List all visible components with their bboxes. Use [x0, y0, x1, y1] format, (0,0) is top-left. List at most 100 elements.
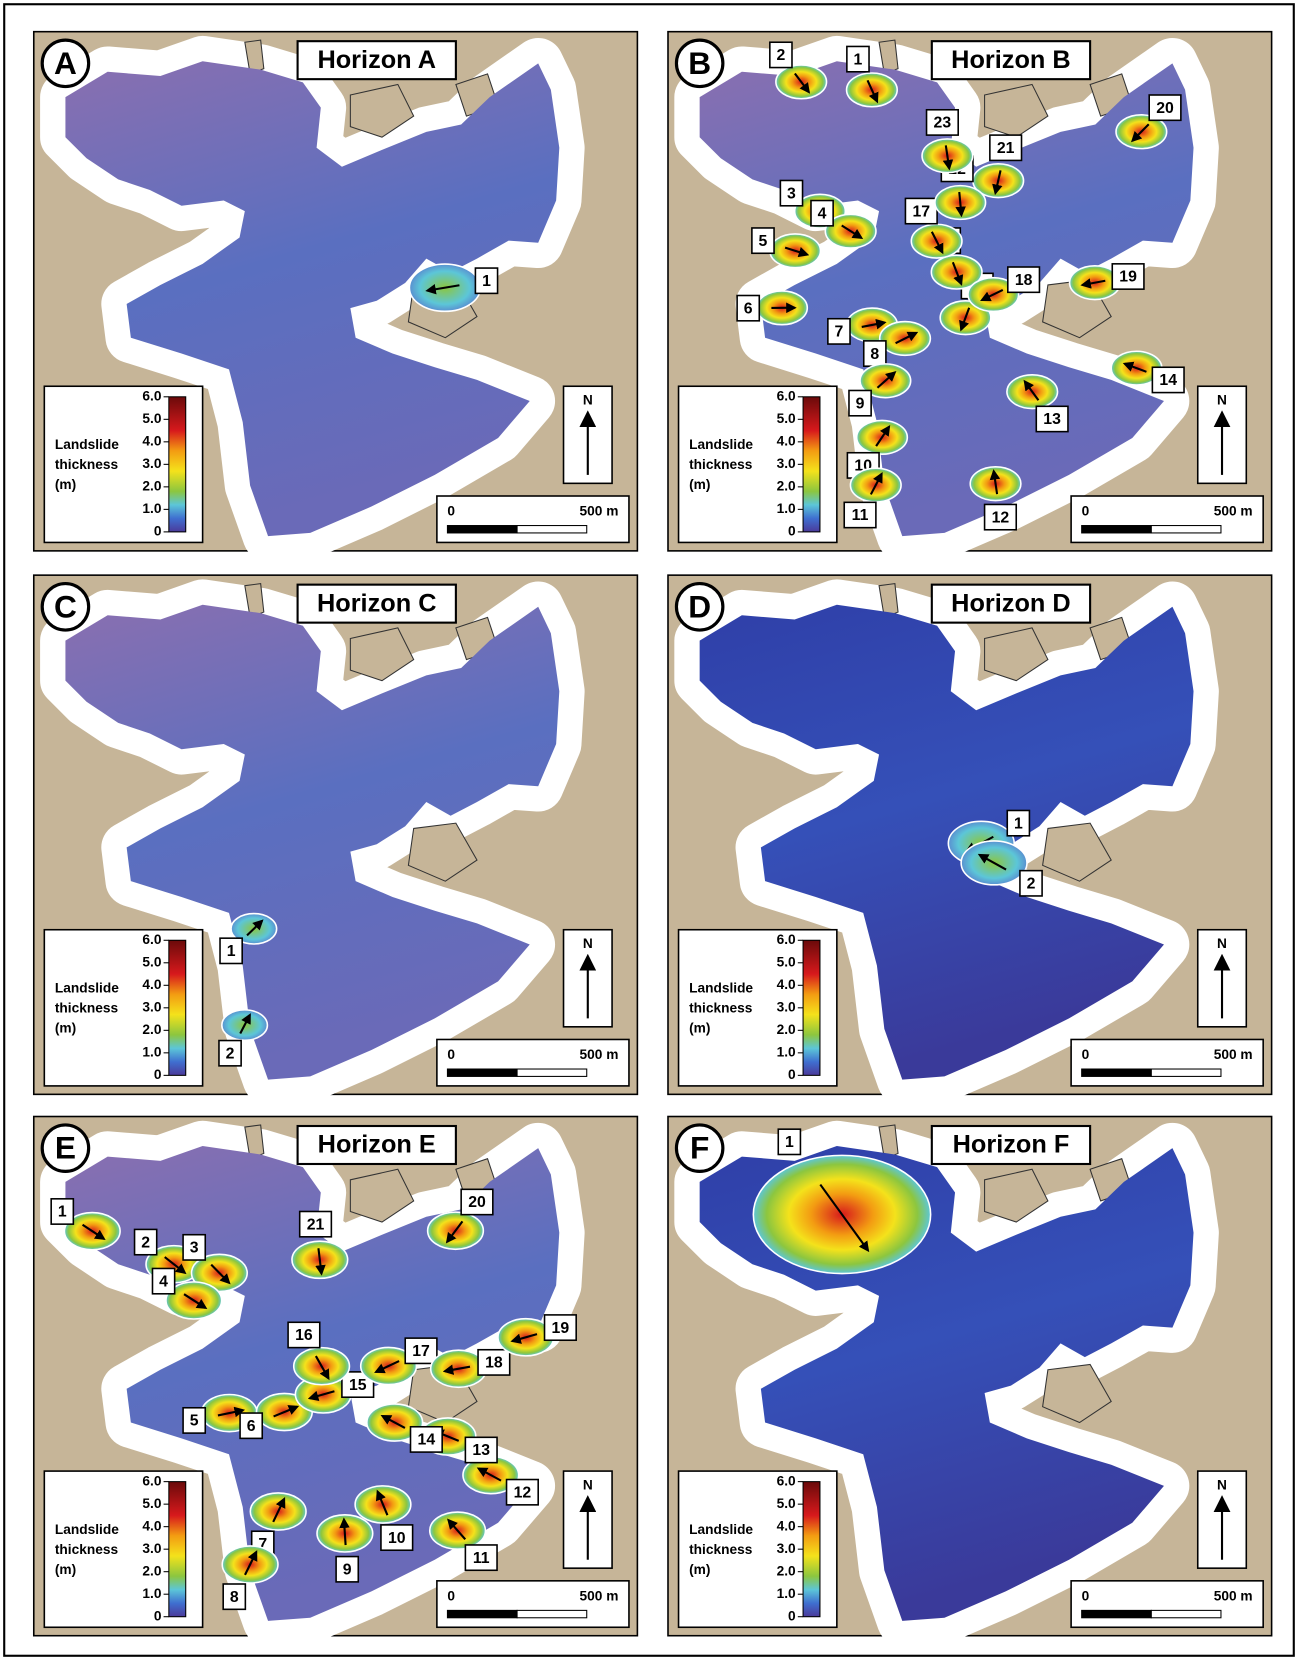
panel-letter: E — [55, 1130, 76, 1166]
north-label: N — [1217, 393, 1227, 408]
color-bar-tick-label: 2.0 — [142, 1022, 161, 1037]
panel-title: Horizon D — [951, 589, 1071, 617]
landslide-label: 1 — [482, 273, 491, 290]
scale-black — [447, 1069, 517, 1076]
north-arrow: N — [1198, 1471, 1247, 1568]
panel-title: Horizon B — [951, 46, 1071, 74]
color-bar-tick-label: 4.0 — [142, 433, 161, 448]
scale-black — [1082, 1610, 1152, 1617]
landslide-label: 18 — [1015, 272, 1033, 289]
landslide-label: 21 — [997, 140, 1015, 157]
color-bar-tick-label: 2.0 — [777, 1563, 796, 1578]
color-bar-tick-label: 2.0 — [777, 478, 796, 493]
color-bar-tick-label: 1.0 — [142, 501, 161, 516]
scale-label: 0 — [447, 1588, 455, 1603]
scale-label: 500 m — [1214, 1047, 1253, 1062]
landslide-label: 19 — [552, 1320, 570, 1337]
color-bar — [169, 397, 186, 532]
landslide-label: 12 — [992, 509, 1010, 526]
color-bar-tick-label: 6.0 — [142, 388, 161, 403]
page: {"panels":[ {"letter":"A","title":"Horiz… — [0, 0, 1298, 1660]
legend-title: thickness — [689, 1542, 753, 1557]
landslide-label: 17 — [412, 1343, 430, 1360]
landslide-label: 14 — [418, 1432, 436, 1449]
scale-label: 0 — [447, 1047, 455, 1062]
landslide-label: 9 — [343, 1561, 352, 1578]
legend-title: Landslide — [55, 437, 119, 452]
panel-title: Horizon E — [318, 1131, 436, 1159]
scale-label: 0 — [447, 503, 455, 518]
scale-white — [517, 1610, 587, 1617]
legend-title: thickness — [55, 1542, 119, 1557]
scale-white — [517, 1069, 587, 1076]
color-bar-tick-label: 5.0 — [142, 411, 161, 426]
legend-title: thickness — [55, 1000, 119, 1015]
color-bar-tick-label: 0 — [154, 524, 162, 539]
landslide-label: 16 — [295, 1327, 313, 1344]
color-bar-tick-label: 4.0 — [777, 1518, 796, 1533]
north-label: N — [1217, 936, 1227, 951]
north-arrow: N — [564, 930, 613, 1027]
landslide-label: 20 — [1156, 100, 1174, 117]
panel-letter: F — [690, 1130, 709, 1166]
landslide-label: 1 — [854, 51, 863, 68]
scale-white — [1151, 1069, 1221, 1076]
scale-white — [1151, 526, 1221, 533]
legend-title: Landslide — [55, 1522, 119, 1537]
color-bar-tick-label: 1.0 — [777, 1586, 796, 1601]
landslide-label: 8 — [230, 1589, 239, 1606]
color-bar-tick-label: 6.0 — [777, 388, 796, 403]
legend-title: (m) — [689, 1562, 710, 1577]
scale-black — [447, 1610, 517, 1617]
north-label: N — [1217, 1477, 1227, 1492]
landslide-label: 1 — [785, 1134, 794, 1151]
legend-title: (m) — [55, 1562, 76, 1577]
color-bar-tick-label: 0 — [154, 1067, 162, 1082]
landslide-label: 4 — [159, 1273, 168, 1290]
color-bar-tick-label: 0 — [154, 1608, 162, 1623]
landslide-label: 5 — [759, 233, 768, 250]
legend-title: (m) — [55, 477, 76, 492]
color-bar — [803, 940, 820, 1075]
panel-letter: A — [54, 45, 77, 81]
north-arrow: N — [1198, 386, 1247, 483]
landslide-label: 13 — [472, 1442, 490, 1459]
north-label: N — [583, 1477, 593, 1492]
legend-title: Landslide — [689, 437, 753, 452]
color-bar-tick-label: 4.0 — [142, 977, 161, 992]
legend-title: Landslide — [689, 1522, 753, 1537]
scale-label: 0 — [1082, 1588, 1090, 1603]
panel-letter: C — [54, 588, 77, 624]
legend-title: (m) — [689, 477, 710, 492]
scale-white — [1151, 1610, 1221, 1617]
landslide-label: 3 — [190, 1240, 199, 1257]
landslide-label: 2 — [1027, 876, 1036, 893]
legend-title: (m) — [689, 1021, 710, 1036]
landslide-label: 6 — [744, 300, 753, 317]
north-label: N — [583, 936, 593, 951]
landslide-label: 11 — [473, 1550, 490, 1567]
landslide-label: 2 — [226, 1045, 235, 1062]
color-bar-tick-label: 0 — [788, 1608, 796, 1623]
scale-label: 500 m — [580, 503, 619, 518]
color-bar-tick-label: 3.0 — [142, 456, 161, 471]
landslide-label: 12 — [514, 1484, 532, 1501]
color-bar-tick-label: 3.0 — [142, 999, 161, 1014]
color-bar-tick-label: 6.0 — [777, 932, 796, 947]
color-bar-tick-label: 3.0 — [142, 1541, 161, 1556]
landslide-label: 15 — [349, 1377, 367, 1394]
color-bar-tick-label: 4.0 — [142, 1518, 161, 1533]
landslide-label: 21 — [307, 1216, 325, 1233]
